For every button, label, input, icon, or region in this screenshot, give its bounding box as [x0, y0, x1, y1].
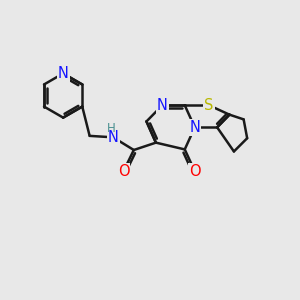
- Text: H: H: [107, 122, 116, 135]
- Text: N: N: [157, 98, 168, 113]
- Text: N: N: [189, 120, 200, 135]
- Text: N: N: [108, 130, 118, 145]
- Text: O: O: [189, 164, 201, 179]
- Text: S: S: [204, 98, 214, 113]
- Text: O: O: [118, 164, 129, 179]
- Text: N: N: [58, 66, 69, 81]
